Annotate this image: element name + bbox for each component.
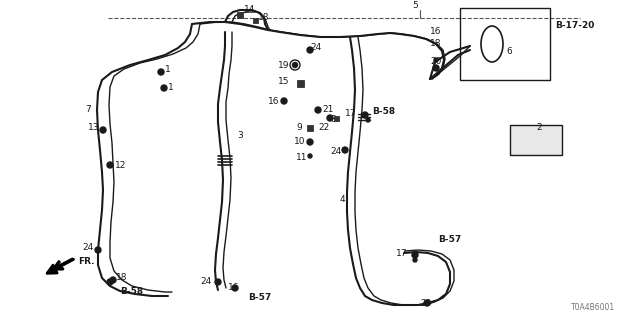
Text: 24: 24: [310, 44, 321, 52]
Text: 17: 17: [345, 108, 356, 117]
Text: 24: 24: [200, 277, 211, 286]
Circle shape: [315, 107, 321, 113]
Circle shape: [342, 147, 348, 153]
Text: 14: 14: [244, 4, 255, 13]
Text: 18: 18: [116, 274, 127, 283]
Circle shape: [215, 279, 221, 285]
Text: 18: 18: [258, 12, 269, 21]
Circle shape: [366, 118, 370, 122]
Text: 15: 15: [278, 77, 289, 86]
Text: T0A4B6001: T0A4B6001: [571, 303, 615, 312]
Text: 24: 24: [82, 244, 93, 252]
Text: B-17-20: B-17-20: [555, 20, 595, 29]
Text: 22: 22: [318, 124, 329, 132]
Bar: [307, 125, 313, 131]
Circle shape: [307, 47, 313, 53]
Text: 16: 16: [228, 284, 239, 292]
Circle shape: [107, 162, 113, 168]
Circle shape: [158, 69, 164, 75]
Text: 19: 19: [278, 61, 289, 70]
Text: 3: 3: [237, 131, 243, 140]
Text: 17: 17: [396, 250, 408, 259]
Bar: [237, 12, 243, 18]
Circle shape: [413, 258, 417, 262]
Circle shape: [161, 85, 167, 91]
Circle shape: [100, 127, 106, 133]
Text: 6: 6: [506, 47, 512, 57]
Circle shape: [433, 65, 439, 71]
Text: 7: 7: [85, 106, 91, 115]
Ellipse shape: [481, 26, 503, 62]
Text: 12: 12: [115, 161, 126, 170]
Circle shape: [434, 58, 438, 62]
Bar: [460, 8, 550, 80]
Text: 20: 20: [430, 58, 442, 67]
Circle shape: [232, 285, 238, 291]
Text: 9: 9: [296, 124, 301, 132]
Circle shape: [424, 300, 430, 306]
Text: 13: 13: [88, 124, 99, 132]
Circle shape: [281, 98, 287, 104]
Text: 16: 16: [430, 28, 442, 36]
Circle shape: [327, 115, 333, 121]
Bar: [253, 18, 257, 22]
Text: 1: 1: [168, 83, 173, 92]
Text: 16: 16: [268, 98, 280, 107]
Text: 11: 11: [296, 153, 307, 162]
Circle shape: [110, 277, 116, 283]
Circle shape: [308, 154, 312, 158]
Text: B-58: B-58: [372, 108, 395, 116]
Circle shape: [95, 247, 101, 253]
Text: 10: 10: [294, 138, 305, 147]
Ellipse shape: [290, 60, 300, 70]
Circle shape: [412, 252, 418, 258]
Text: 4: 4: [340, 196, 346, 204]
Text: B-57: B-57: [248, 293, 271, 302]
Bar: [333, 116, 339, 121]
Bar: [296, 79, 303, 86]
Circle shape: [307, 139, 313, 145]
Text: 23: 23: [420, 300, 431, 308]
Text: B-57: B-57: [438, 236, 461, 244]
Text: FR.: FR.: [78, 258, 95, 267]
Text: 8: 8: [330, 116, 336, 124]
Text: 24: 24: [330, 148, 341, 156]
Text: B-58: B-58: [120, 287, 143, 297]
Circle shape: [292, 62, 298, 68]
Circle shape: [362, 112, 368, 118]
Text: 2: 2: [536, 124, 541, 132]
Bar: [510, 125, 562, 155]
Text: 5: 5: [412, 1, 418, 10]
Circle shape: [107, 279, 113, 285]
Text: 21: 21: [322, 106, 333, 115]
Text: 18: 18: [430, 39, 442, 49]
Text: 1: 1: [165, 66, 171, 75]
